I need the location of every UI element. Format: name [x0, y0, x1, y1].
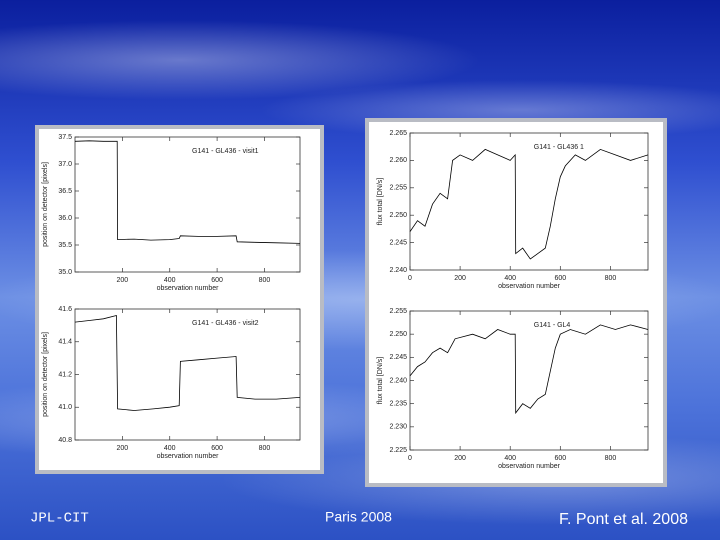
y-tick-label: 2.250: [389, 212, 407, 219]
x-tick-label: 0: [408, 455, 412, 462]
right-figure-panel: [365, 118, 667, 487]
footer-right: F. Pont et al. 2008: [559, 511, 688, 528]
plot-frame: [409, 132, 649, 271]
x-tick-label: 600: [211, 277, 223, 284]
data-line: [74, 314, 301, 411]
x-tick-label: 400: [164, 277, 176, 284]
y-tick-label: 2.255: [389, 308, 407, 315]
y-tick-label: 2.225: [389, 447, 407, 454]
data-line: [409, 148, 649, 260]
y-axis-label: flux total [DN/s]: [377, 357, 384, 405]
x-tick-label: 600: [211, 445, 223, 452]
x-tick-label: 600: [554, 455, 566, 462]
y-axis-label: position on detector [pixels]: [42, 332, 49, 417]
data-line: [409, 324, 649, 415]
y-tick-label: 36.5: [58, 188, 72, 195]
y-tick-label: 2.255: [389, 185, 407, 192]
plot-frame: [74, 136, 301, 273]
x-axis-label: observation number: [157, 453, 220, 460]
y-tick-label: 2.260: [389, 157, 407, 164]
x-tick-label: 0: [408, 275, 412, 282]
y-tick-label: 2.230: [389, 424, 407, 431]
y-axis-label: flux total [DN/s]: [377, 178, 384, 226]
x-axis-label: observation number: [157, 285, 220, 292]
y-tick-label: 37.5: [58, 134, 72, 141]
left-figure-panel: [35, 125, 324, 474]
x-tick-label: 400: [504, 455, 516, 462]
chart-title: G141 - GL436 1: [534, 144, 584, 151]
y-tick-label: 41.6: [58, 306, 72, 313]
y-tick-label: 2.245: [389, 354, 407, 361]
chart-title: G141 - GL436 - visit1: [192, 148, 259, 155]
y-tick-label: 37.0: [58, 161, 72, 168]
x-tick-label: 200: [454, 455, 466, 462]
y-tick-label: 35.5: [58, 242, 72, 249]
x-tick-label: 800: [605, 275, 617, 282]
x-tick-label: 800: [259, 277, 271, 284]
y-axis-label: position on detector [pixels]: [42, 162, 49, 247]
y-tick-label: 2.240: [389, 267, 407, 274]
y-tick-label: 41.0: [58, 404, 72, 411]
footer-left: JPL-CIT: [30, 511, 89, 527]
data-line: [74, 140, 301, 244]
x-tick-label: 600: [554, 275, 566, 282]
y-tick-label: 2.235: [389, 401, 407, 408]
y-tick-label: 41.4: [58, 339, 72, 346]
x-tick-label: 200: [117, 277, 129, 284]
chart-title: G141 - GL4: [534, 322, 571, 329]
x-tick-label: 800: [605, 455, 617, 462]
y-tick-label: 2.250: [389, 331, 407, 338]
y-tick-label: 36.0: [58, 215, 72, 222]
x-tick-label: 400: [164, 445, 176, 452]
x-tick-label: 200: [454, 275, 466, 282]
y-tick-label: 41.2: [58, 371, 72, 378]
y-tick-label: 2.245: [389, 239, 407, 246]
x-axis-label: observation number: [498, 463, 561, 470]
x-tick-label: 400: [504, 275, 516, 282]
y-tick-label: 2.265: [389, 130, 407, 137]
x-axis-label: observation number: [498, 283, 561, 290]
y-tick-label: 40.8: [58, 437, 72, 444]
chart-title: G141 - GL436 - visit2: [192, 320, 259, 327]
footer-center: Paris 2008: [325, 509, 392, 525]
x-tick-label: 800: [259, 445, 271, 452]
y-tick-label: 35.0: [58, 269, 72, 276]
x-tick-label: 200: [117, 445, 129, 452]
y-tick-label: 2.240: [389, 377, 407, 384]
